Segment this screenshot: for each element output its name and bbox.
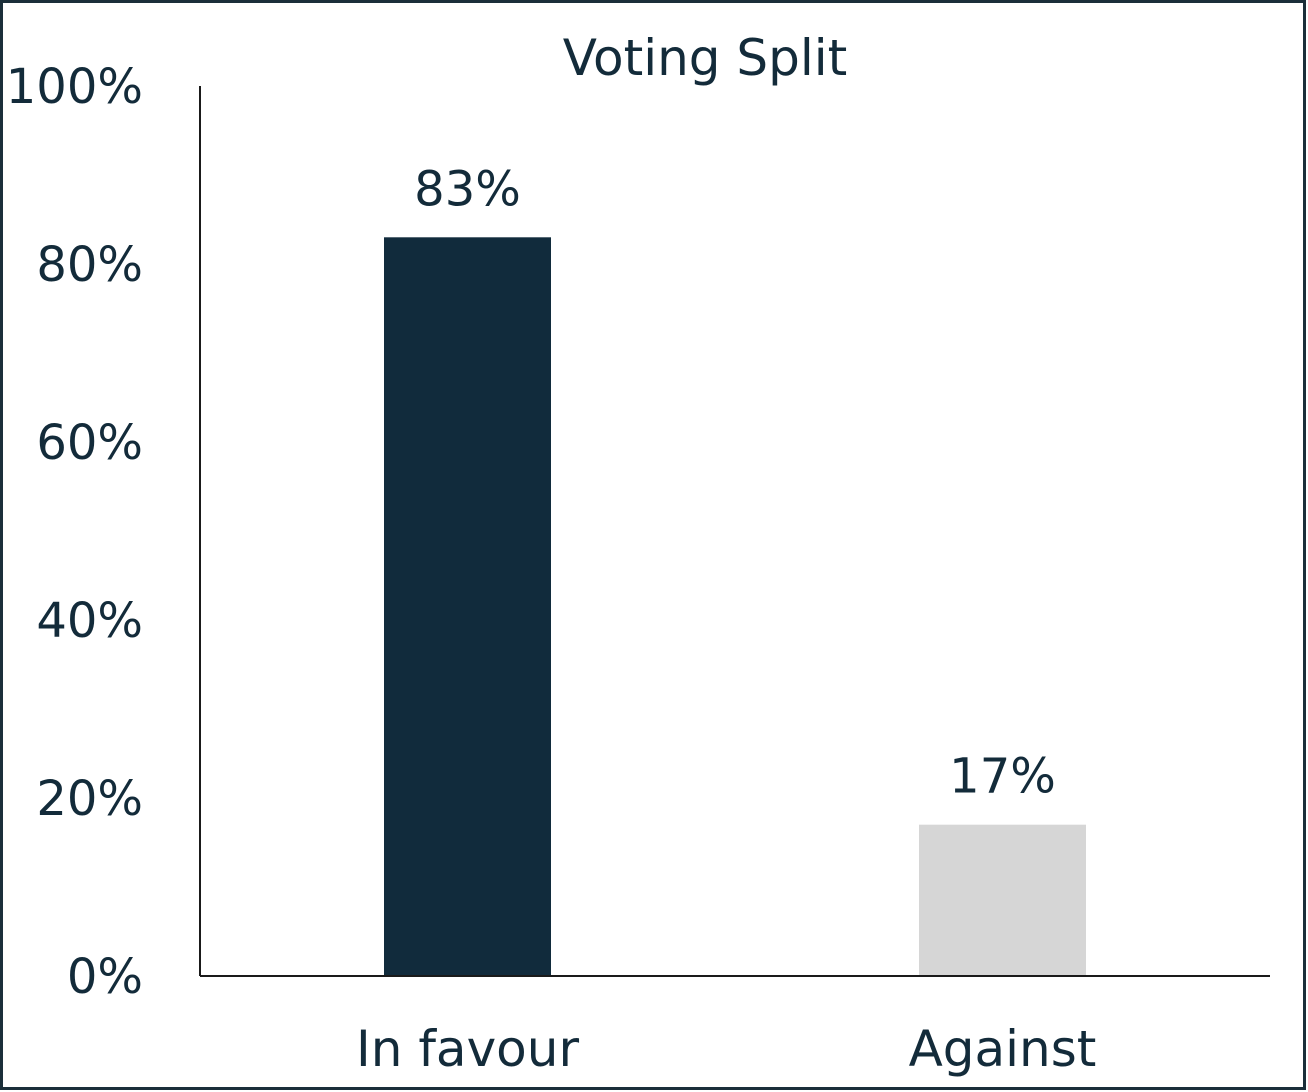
y-axis-tick-labels: 0% 20% 40% 60% 80% 100% (6, 59, 143, 1005)
y-tick-label: 20% (36, 771, 143, 827)
chart-title: Voting Split (563, 29, 848, 87)
bar-data-labels: 83% 17% (414, 161, 1056, 804)
bar-against (919, 824, 1086, 976)
y-tick-label: 0% (67, 949, 143, 1005)
x-tick-label: In favour (356, 1020, 579, 1078)
bars (384, 237, 1086, 977)
data-label: 17% (949, 749, 1056, 805)
x-tick-label: Against (909, 1020, 1097, 1078)
y-tick-label: 100% (6, 59, 143, 115)
y-tick-label: 40% (36, 593, 143, 649)
data-label: 83% (414, 161, 521, 217)
y-tick-label: 80% (36, 237, 143, 293)
y-tick-label: 60% (36, 415, 143, 471)
bar-in-favour (384, 237, 551, 977)
bar-chart: Voting Split 0% 20% 40% 60% 80% 100% 83% 17% I… (6, 29, 1270, 1078)
x-axis-tick-labels: In favour Against (356, 1020, 1096, 1078)
